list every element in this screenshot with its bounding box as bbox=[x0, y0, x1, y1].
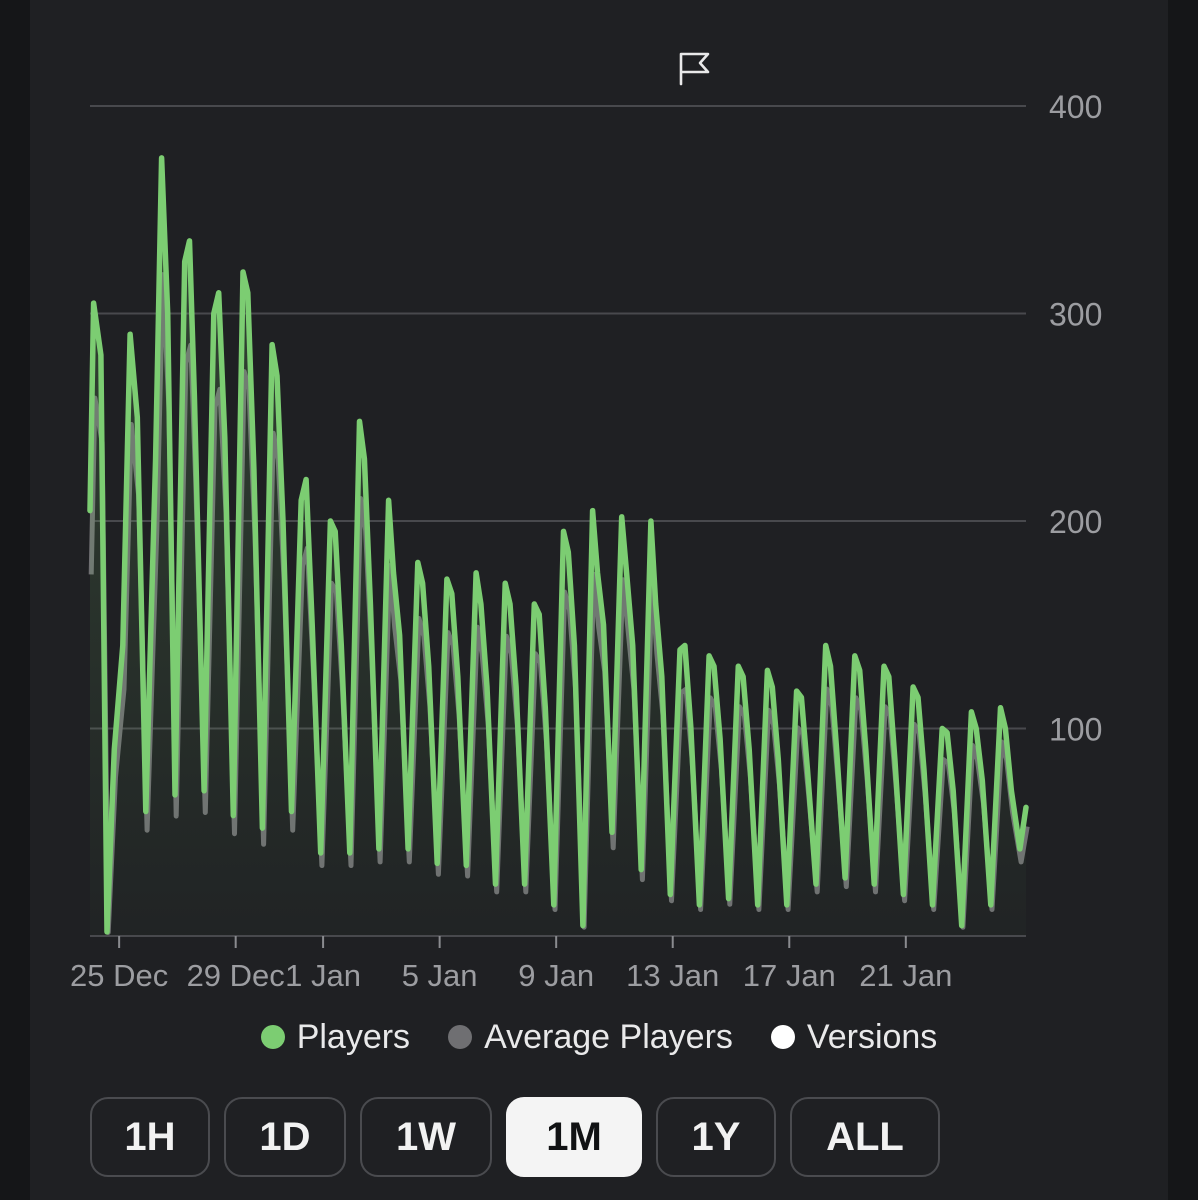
x-tick-label: 29 Dec bbox=[187, 958, 285, 993]
x-tick-label: 9 Jan bbox=[518, 958, 594, 993]
legend-dot-players bbox=[260, 1025, 285, 1049]
legend-dot-average-players bbox=[448, 1025, 473, 1049]
chart-legend: Players Average Players Versions bbox=[0, 1012, 1198, 1062]
series-line-players bbox=[87, 155, 1029, 935]
x-tick-label: 5 Jan bbox=[402, 958, 478, 993]
range-button-1d[interactable]: 1D bbox=[224, 1097, 346, 1177]
legend-item-players[interactable]: Players bbox=[260, 1017, 411, 1057]
x-tick-label: 21 Jan bbox=[859, 958, 952, 993]
time-range-selector: 1H 1D 1W 1M 1Y ALL bbox=[90, 1097, 940, 1181]
range-button-1w[interactable]: 1W bbox=[360, 1097, 492, 1177]
player-count-chart: 400 300 200 100 25 Dec 29 Dec 1 Jan 5 Jan 9 Jan… bbox=[70, 52, 1102, 993]
x-tick-label: 13 Jan bbox=[626, 958, 719, 993]
legend-label-versions: Versions bbox=[806, 1017, 938, 1056]
x-tick-label: 1 Jan bbox=[285, 958, 361, 993]
y-tick-label: 300 bbox=[1049, 297, 1102, 333]
legend-label-average-players: Average Players bbox=[484, 1017, 733, 1056]
range-button-1y[interactable]: 1Y bbox=[656, 1097, 776, 1177]
legend-dot-versions bbox=[770, 1025, 795, 1049]
y-tick-label: 400 bbox=[1049, 89, 1102, 125]
flag-icon[interactable] bbox=[679, 52, 710, 86]
x-tick-label: 17 Jan bbox=[743, 958, 836, 993]
range-button-1h[interactable]: 1H bbox=[90, 1097, 210, 1177]
range-button-all[interactable]: ALL bbox=[790, 1097, 940, 1177]
y-tick-label: 200 bbox=[1049, 504, 1102, 540]
y-tick-label: 100 bbox=[1049, 712, 1102, 748]
range-button-1m[interactable]: 1M bbox=[506, 1097, 642, 1177]
x-tick-label: 25 Dec bbox=[70, 958, 168, 993]
legend-label-players: Players bbox=[296, 1017, 411, 1056]
legend-item-average-players[interactable]: Average Players bbox=[448, 1018, 733, 1057]
legend-item-versions[interactable]: Versions bbox=[770, 1017, 938, 1057]
